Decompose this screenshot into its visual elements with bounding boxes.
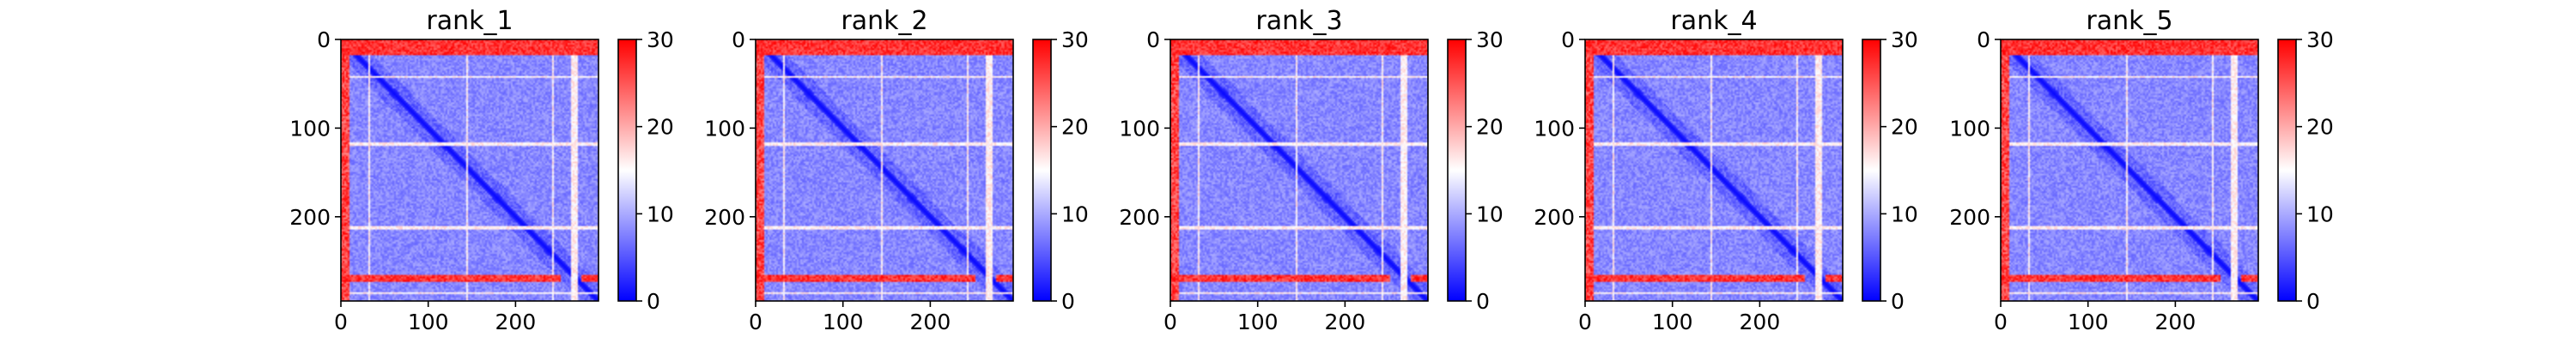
panel-title: rank_5 xyxy=(2086,6,2172,36)
colorbar-tick-label: 10 xyxy=(1061,202,1089,226)
panel-title: rank_4 xyxy=(1670,6,1757,36)
colorbar-tick-label: 20 xyxy=(1891,115,1918,140)
colorbar-tick-label: 30 xyxy=(1891,27,1918,52)
y-tick-label: 100 xyxy=(289,116,331,141)
colorbar-frame xyxy=(617,39,637,302)
y-tick-label: 0 xyxy=(1561,27,1575,52)
x-tick-label: 200 xyxy=(2155,310,2196,334)
y-tick-label: 200 xyxy=(704,205,745,230)
colorbar-tick-label: 10 xyxy=(1476,202,1504,226)
plot-frame xyxy=(340,39,599,302)
colorbar-frame xyxy=(1862,39,1881,302)
colorbar-tick-label: 0 xyxy=(1061,289,1075,314)
colorbar-tick-label: 0 xyxy=(647,289,660,314)
colorbar-tick-label: 10 xyxy=(2306,202,2334,226)
x-tick-label: 0 xyxy=(334,310,348,334)
x-tick-label: 200 xyxy=(910,310,951,334)
heatmap-cells xyxy=(2001,39,2258,301)
panel-title: rank_1 xyxy=(426,6,513,36)
x-tick-label: 100 xyxy=(408,310,449,334)
y-tick-label: 100 xyxy=(1949,116,1990,141)
colorbar-tick-label: 20 xyxy=(647,115,674,140)
colorbar xyxy=(1448,39,1466,301)
colorbar-frame xyxy=(1032,39,1052,302)
colorbar-frame xyxy=(2277,39,2297,302)
colorbar xyxy=(2278,39,2296,301)
x-tick-label: 0 xyxy=(1163,310,1177,334)
x-tick-label: 0 xyxy=(1578,310,1592,334)
heatmap-panel: rank_1 0 100 200 0 100 200 0 10 20 30 xyxy=(289,6,674,334)
colorbar-tick-label: 30 xyxy=(647,27,674,52)
x-tick-label: 0 xyxy=(1994,310,2008,334)
heatmap-cells xyxy=(1170,39,1428,301)
colorbar-tick-label: 0 xyxy=(2306,289,2320,314)
y-tick-label: 100 xyxy=(1534,116,1575,141)
heatmap-cells xyxy=(756,39,1013,301)
x-tick-label: 100 xyxy=(1652,310,1693,334)
heatmap-panel: rank_5 0 100 200 0 100 200 0 10 20 30 xyxy=(1949,6,2334,334)
y-tick-label: 200 xyxy=(1949,205,1990,230)
colorbar-tick-label: 30 xyxy=(1476,27,1504,52)
colorbar-tick-label: 0 xyxy=(1476,289,1490,314)
y-tick-label: 200 xyxy=(1534,205,1575,230)
x-tick-label: 100 xyxy=(1237,310,1279,334)
panel-title: rank_2 xyxy=(841,6,927,36)
plot-frame xyxy=(1584,39,1844,302)
y-tick-label: 200 xyxy=(289,205,331,230)
y-tick-label: 0 xyxy=(1977,27,1990,52)
heatmap-panel: rank_2 0 100 200 0 100 200 0 10 20 30 xyxy=(704,6,1089,334)
colorbar-frame xyxy=(1447,39,1467,302)
colorbar xyxy=(1862,39,1880,301)
heatmap-cells xyxy=(1585,39,1843,301)
colorbar-tick-label: 30 xyxy=(1061,27,1089,52)
colorbar-tick-label: 20 xyxy=(1061,115,1089,140)
x-tick-label: 0 xyxy=(749,310,762,334)
plot-frame xyxy=(1170,39,1429,302)
colorbar-tick-label: 20 xyxy=(2306,115,2334,140)
y-tick-label: 0 xyxy=(1146,27,1160,52)
x-tick-label: 200 xyxy=(1325,310,1366,334)
x-tick-label: 100 xyxy=(2068,310,2109,334)
plot-frame xyxy=(755,39,1014,302)
colorbar xyxy=(618,39,636,301)
colorbar-tick-label: 10 xyxy=(647,202,674,226)
colorbar-tick-label: 0 xyxy=(1891,289,1905,314)
colorbar-tick-label: 20 xyxy=(1476,115,1504,140)
panel-title: rank_3 xyxy=(1255,6,1342,36)
y-tick-label: 100 xyxy=(704,116,745,141)
x-tick-label: 200 xyxy=(495,310,537,334)
colorbar-tick-label: 30 xyxy=(2306,27,2334,52)
x-tick-label: 200 xyxy=(1740,310,1781,334)
y-tick-label: 200 xyxy=(1119,205,1160,230)
y-tick-label: 100 xyxy=(1119,116,1160,141)
y-tick-label: 0 xyxy=(317,27,331,52)
heatmap-cells xyxy=(341,39,598,301)
heatmap-panel: rank_4 0 100 200 0 100 200 0 10 20 30 xyxy=(1534,6,1918,334)
y-tick-label: 0 xyxy=(732,27,745,52)
plot-frame xyxy=(2000,39,2259,302)
heatmap-panel: rank_3 0 100 200 0 100 200 0 10 20 30 xyxy=(1119,6,1504,334)
x-tick-label: 100 xyxy=(823,310,864,334)
colorbar-tick-label: 10 xyxy=(1891,202,1918,226)
colorbar xyxy=(1033,39,1051,301)
